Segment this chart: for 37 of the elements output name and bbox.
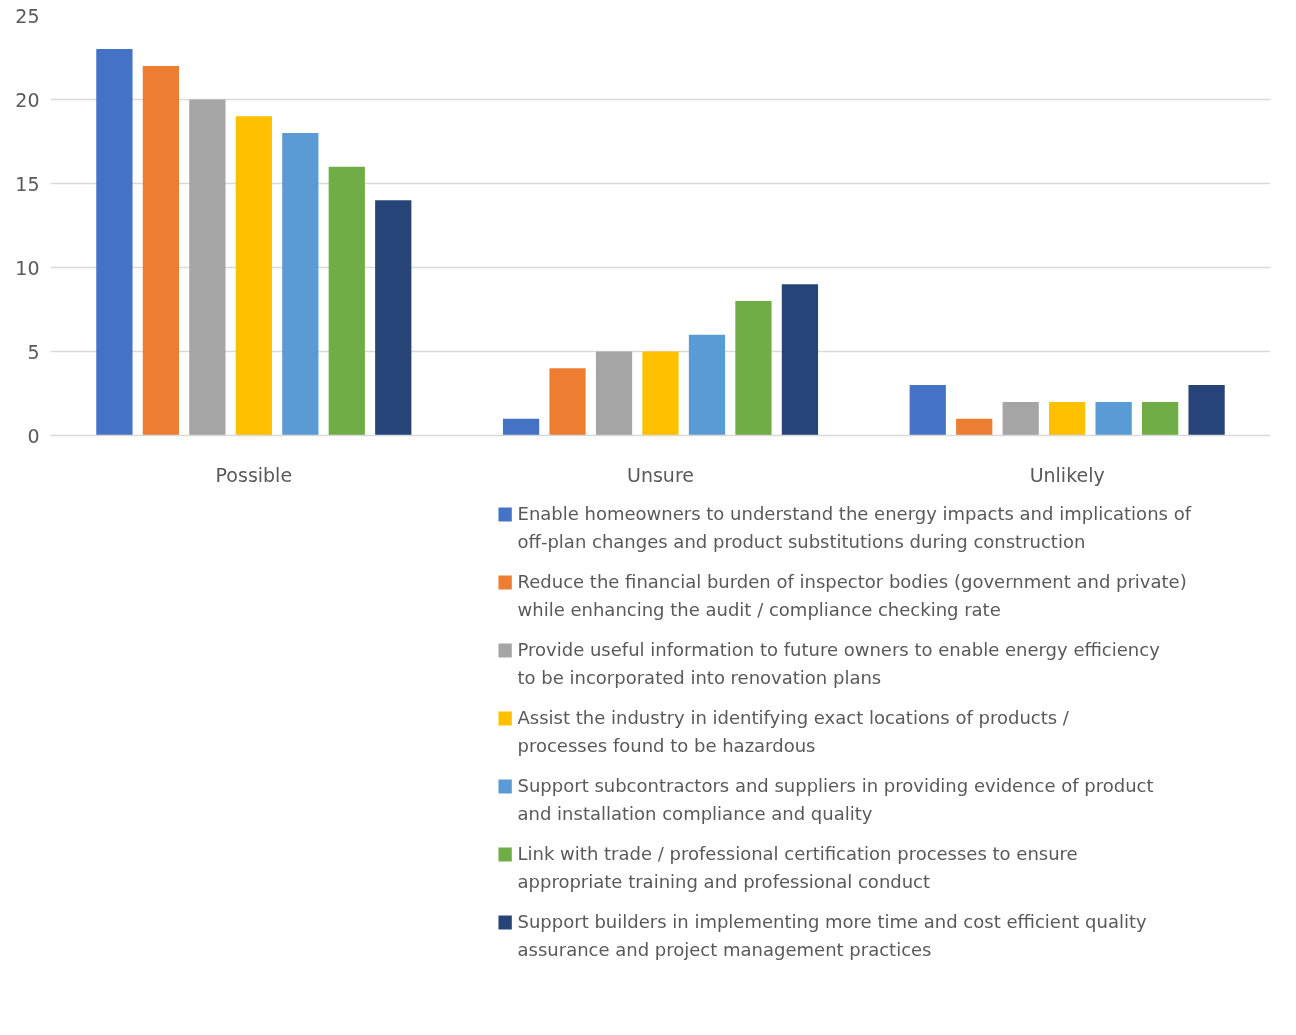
bar: [688, 334, 726, 436]
legend-label: Link with trade / professional certification processes to ensure appropriate training and professional conduct: [517, 842, 1078, 892]
y-tick-label: 15: [15, 172, 40, 195]
y-tick-label: 20: [15, 88, 40, 111]
bar: [235, 116, 272, 436]
legend-label: Support subcontractors and suppliers in providing evidence of product and installation compliance and quality: [517, 774, 1154, 824]
bar: [1002, 401, 1039, 436]
bar: [328, 166, 365, 436]
bar: [1141, 401, 1179, 436]
legend-label: Assist the industry in identifying exact locations of products / processes found to be hazardous: [517, 706, 1070, 756]
legend-label: Reduce the financial burden of inspector bodies (government and private) while enhancing the audit / compliance checking rate: [517, 570, 1187, 620]
y-tick-label: 10: [15, 256, 40, 279]
y-tick-label: 5: [27, 340, 40, 363]
legend-label: Support builders in implementing more time and cost efficient quality assurance and project management practices: [517, 910, 1147, 960]
bar: [96, 49, 133, 436]
bar: [1095, 401, 1132, 436]
bar: [375, 200, 412, 436]
x-tick-label: Unlikely: [1029, 463, 1105, 486]
bar: [142, 65, 180, 436]
bar: [909, 385, 946, 436]
bar: [956, 418, 993, 436]
bar: [781, 284, 819, 436]
legend-label: Enable homeowners to understand the energy impacts and implications of off-plan changes and product substitutions during construction: [517, 502, 1192, 552]
bar: [1188, 385, 1225, 436]
bar: [642, 351, 679, 436]
bar: [549, 368, 586, 436]
y-tick-label: 25: [15, 4, 40, 27]
legend-label: Provide useful information to future owners to enable energy efficiency to be incorporated into renovation plans: [517, 638, 1161, 688]
y-tick-label: 0: [27, 424, 40, 447]
x-tick-label: Unsure: [627, 463, 694, 486]
bar: [1049, 401, 1086, 436]
bar: [282, 133, 319, 436]
bar: [595, 351, 633, 436]
bar: [735, 301, 772, 436]
bar: [502, 418, 540, 436]
x-tick-label: Possible: [215, 463, 293, 486]
bar: [189, 99, 226, 436]
